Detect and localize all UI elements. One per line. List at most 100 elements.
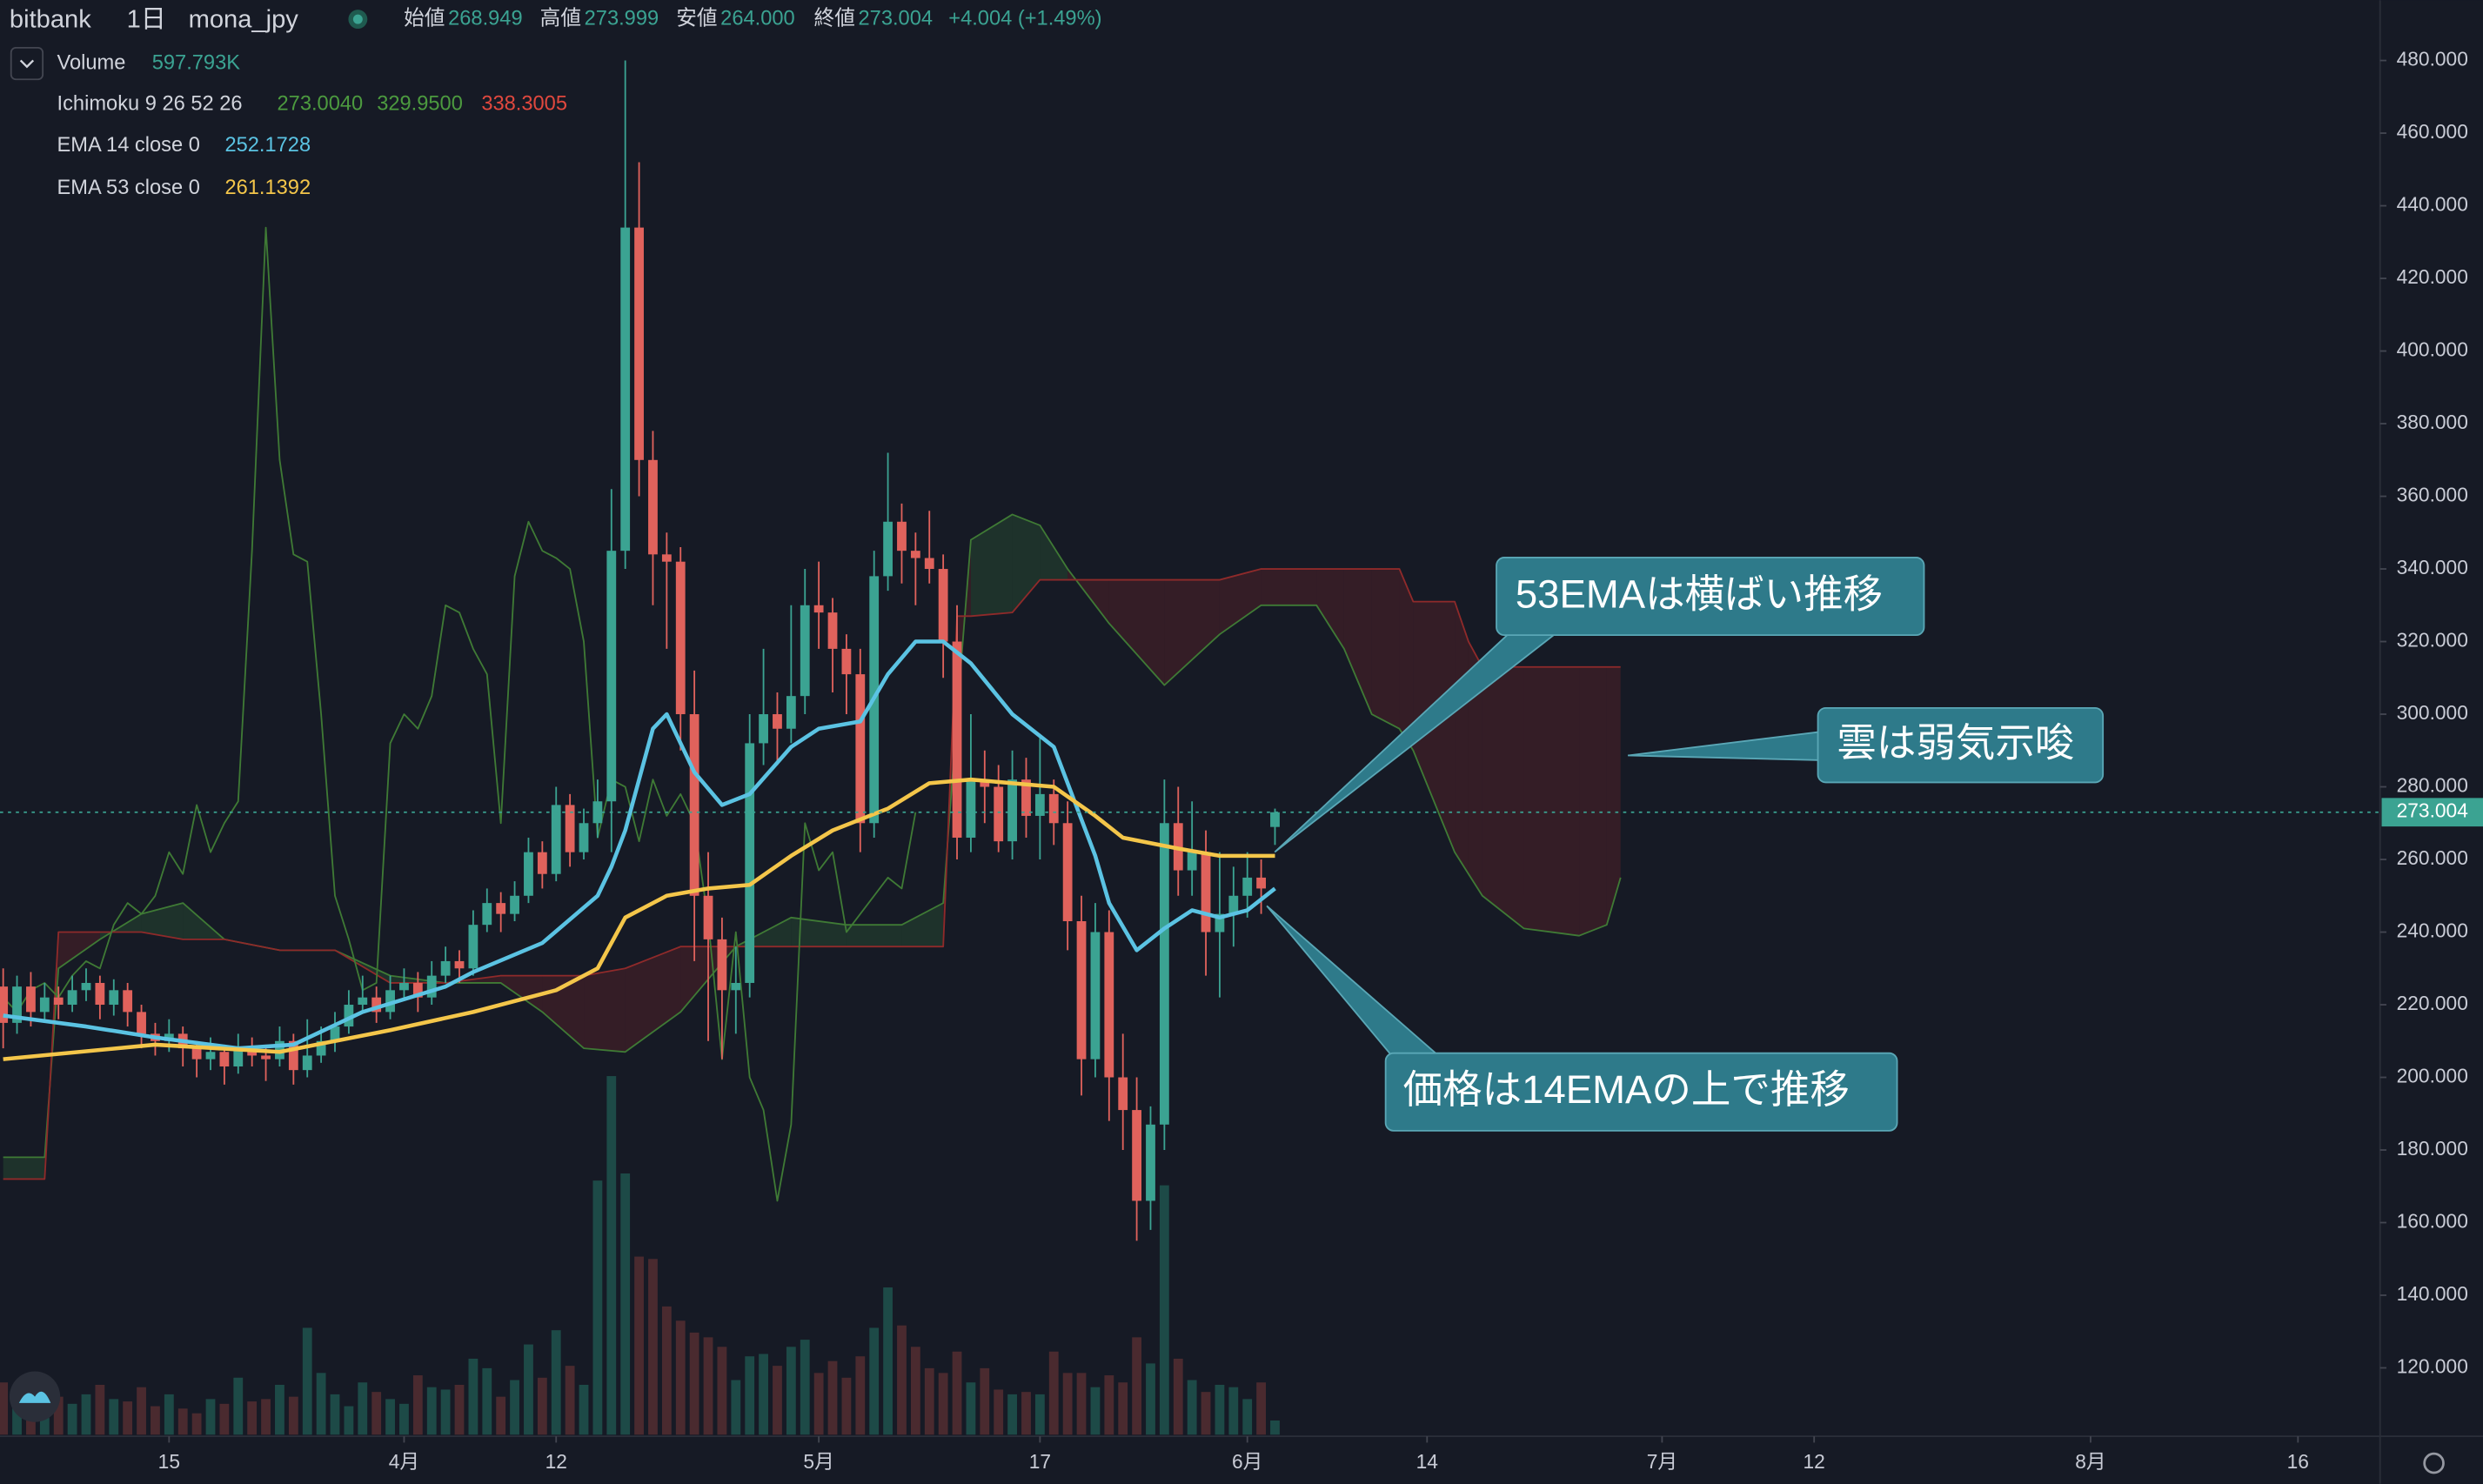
volume-bar	[606, 1076, 617, 1435]
y-tick-label: 420.000	[2397, 265, 2468, 288]
candle-body	[606, 551, 617, 802]
legend-ichimoku: Ichimoku 9 26 52 26	[57, 93, 243, 116]
candle-body	[12, 986, 22, 1023]
legend-ema-value: 252.1728	[224, 134, 311, 157]
collapse-button[interactable]	[10, 46, 44, 81]
legend-ichimoku-value: 329.9500	[377, 93, 463, 116]
volume-bar	[703, 1337, 713, 1435]
volume-bar	[1076, 1373, 1087, 1435]
settings-icon[interactable]	[2423, 1452, 2445, 1474]
volume-bar	[510, 1380, 519, 1435]
candle-body	[800, 605, 810, 697]
volume-bar	[53, 1396, 64, 1435]
callout-box	[1384, 1052, 1898, 1132]
candle-body	[399, 982, 409, 991]
volume-bar	[786, 1347, 796, 1435]
volume-bar	[1159, 1185, 1169, 1435]
volume-bar	[1062, 1373, 1073, 1435]
status-dot-inner	[352, 14, 363, 24]
volume-bar	[358, 1382, 368, 1435]
high-value: 273.999	[585, 7, 659, 30]
candle-body	[440, 960, 451, 976]
volume-bar	[1215, 1384, 1225, 1435]
candle-body	[1256, 877, 1266, 889]
volume-bar	[95, 1384, 105, 1435]
volume-bar	[330, 1394, 340, 1435]
cloud	[1371, 569, 1400, 729]
low-value: 264.000	[720, 7, 795, 30]
volume-bar	[316, 1373, 326, 1435]
volume-bar	[731, 1380, 741, 1435]
candle-body	[634, 227, 644, 460]
volume-bar	[275, 1384, 284, 1435]
candle-body	[454, 960, 465, 969]
candle-body	[537, 852, 547, 874]
volume-bar	[205, 1399, 216, 1435]
candle-body	[675, 561, 686, 715]
candle-body	[1104, 932, 1114, 1078]
candle-body	[426, 975, 437, 998]
cloud	[1316, 569, 1344, 649]
cloud	[1040, 525, 1068, 580]
x-tick-label: 5月	[803, 1450, 833, 1473]
candle-body	[813, 605, 824, 613]
volume-bar	[399, 1403, 409, 1435]
annotation: 価格は14EMAの上で推移	[1266, 905, 1898, 1132]
y-tick-label: 300.000	[2397, 701, 2468, 724]
x-tick-label: 17	[1029, 1450, 1051, 1473]
volume-bar	[454, 1384, 465, 1435]
low-name: 安値	[676, 6, 717, 30]
candle-body	[137, 1012, 146, 1034]
volume-bar	[773, 1366, 782, 1435]
volume-bar	[565, 1366, 575, 1435]
candle-body	[371, 997, 382, 1013]
ema-line	[3, 777, 1275, 1061]
callout-text: 53EMAは横ばい推移	[1516, 572, 1883, 616]
last-price-tag	[2381, 798, 2483, 827]
volume-bar	[468, 1358, 479, 1435]
candle-body	[620, 227, 631, 551]
volume-bar	[813, 1373, 824, 1435]
last-price-label: 273.004	[2397, 799, 2468, 822]
cloud	[1468, 641, 1482, 896]
cloud	[791, 917, 847, 947]
volume-bar	[1173, 1358, 1183, 1435]
candle-body	[952, 641, 962, 838]
x-tick-label: 15	[158, 1450, 180, 1473]
volume-bar	[1034, 1394, 1045, 1435]
y-tick-label: 360.000	[2397, 484, 2468, 506]
candle-body	[703, 895, 713, 939]
candle-body	[579, 823, 589, 852]
x-tick-label: 12	[545, 1450, 567, 1473]
volume-bar	[717, 1347, 727, 1435]
candle-body	[233, 1048, 244, 1066]
y-tick-label: 320.000	[2397, 629, 2468, 652]
cloud	[584, 968, 626, 1053]
time-axis-bg	[0, 1436, 2483, 1484]
x-tick-label: 14	[1416, 1450, 1438, 1473]
candle-body	[897, 521, 907, 551]
y-tick-label: 120.000	[2397, 1355, 2468, 1378]
volume-bar	[151, 1406, 160, 1435]
chevron	[19, 59, 35, 69]
candle-body	[344, 1005, 354, 1027]
cloud	[141, 903, 184, 939]
annotation: 53EMAは横ばい推移	[1274, 557, 1925, 853]
candle-body	[883, 521, 893, 577]
volume-bar	[288, 1396, 298, 1435]
close-value: 273.004	[859, 7, 934, 30]
candle-body	[565, 805, 575, 852]
volume-bar	[123, 1401, 133, 1435]
candle-body	[219, 1052, 230, 1066]
candle-body	[330, 1026, 340, 1041]
legend-volume: Volume	[57, 51, 126, 74]
candle-body	[648, 459, 658, 555]
y-tick-label: 240.000	[2397, 919, 2468, 942]
candle-body	[95, 982, 105, 1006]
candle-body	[1007, 779, 1017, 842]
candle-body	[123, 990, 133, 1013]
candle-body	[261, 1055, 271, 1060]
candle-body	[786, 696, 796, 729]
candle-body	[1228, 895, 1239, 914]
